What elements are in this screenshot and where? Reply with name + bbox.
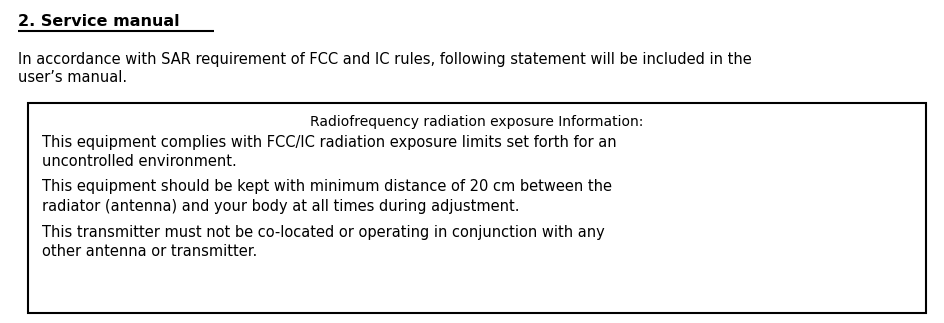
Text: In accordance with SAR requirement of FCC and IC rules, following statement will: In accordance with SAR requirement of FC… (18, 52, 751, 67)
Text: radiator (antenna) and your body at all times during adjustment.: radiator (antenna) and your body at all … (42, 199, 519, 214)
Text: other antenna or transmitter.: other antenna or transmitter. (42, 244, 258, 259)
Text: This equipment complies with FCC/IC radiation exposure limits set forth for an: This equipment complies with FCC/IC radi… (42, 134, 616, 150)
Text: Radiofrequency radiation exposure Information:: Radiofrequency radiation exposure Inform… (311, 115, 644, 129)
Text: 2. Service manual: 2. Service manual (18, 14, 179, 29)
Bar (28, 103, 926, 313)
Text: This transmitter must not be co-located or operating in conjunction with any: This transmitter must not be co-located … (42, 224, 605, 239)
Text: uncontrolled environment.: uncontrolled environment. (42, 154, 237, 169)
Text: user’s manual.: user’s manual. (18, 70, 127, 85)
Text: This equipment should be kept with minimum distance of 20 cm between the: This equipment should be kept with minim… (42, 180, 612, 194)
